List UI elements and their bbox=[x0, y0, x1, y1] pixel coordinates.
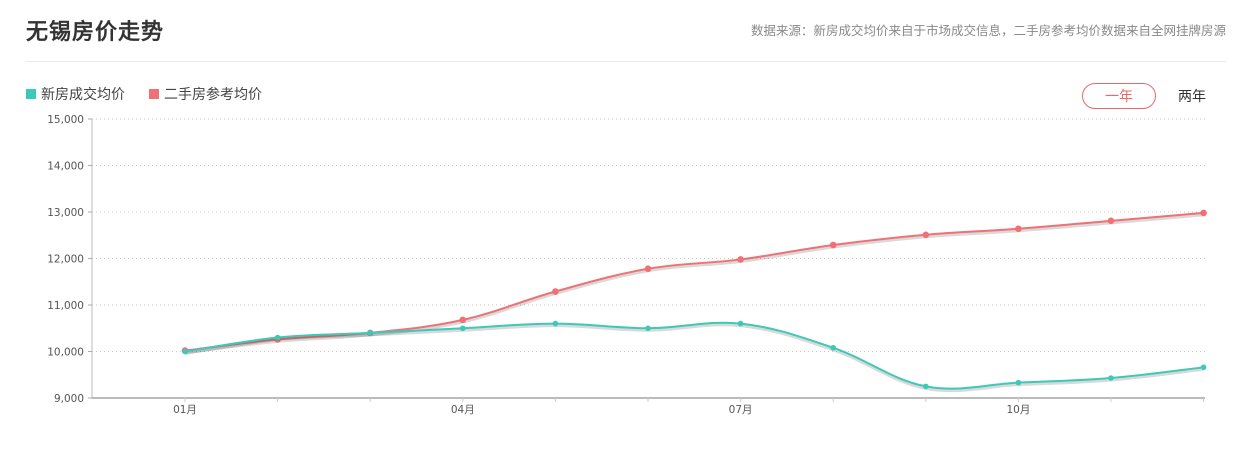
data-point[interactable] bbox=[459, 316, 467, 324]
y-tick-label: 15,000 bbox=[47, 114, 84, 126]
x-tick-label: 04月 bbox=[451, 404, 475, 416]
x-tick-label: 10月 bbox=[1006, 404, 1030, 416]
data-point[interactable] bbox=[274, 334, 281, 341]
data-point[interactable] bbox=[923, 383, 929, 390]
data-point[interactable] bbox=[737, 320, 744, 327]
series-new-house bbox=[182, 320, 1207, 393]
y-tick-label: 11,000 bbox=[47, 300, 84, 312]
page-title: 无锡房价走势 bbox=[26, 20, 165, 45]
data-point[interactable] bbox=[367, 330, 374, 336]
data-point[interactable] bbox=[645, 325, 651, 332]
divider bbox=[26, 61, 1226, 62]
legend-label: 二手房参考均价 bbox=[164, 87, 262, 103]
y-tick-label: 12,000 bbox=[47, 254, 84, 266]
data-point[interactable] bbox=[460, 325, 466, 332]
data-point[interactable] bbox=[182, 348, 188, 355]
range-toggle: 一年 两年 bbox=[1082, 83, 1206, 109]
data-point[interactable] bbox=[1107, 217, 1115, 225]
legend-item-second-hand[interactable]: 二手房参考均价 bbox=[149, 84, 262, 104]
series-second-hand bbox=[181, 209, 1207, 355]
data-point[interactable] bbox=[552, 288, 559, 295]
data-point[interactable] bbox=[922, 231, 930, 239]
y-tick-label: 13,000 bbox=[47, 207, 84, 219]
data-point[interactable] bbox=[829, 241, 837, 249]
y-tick-label: 9,000 bbox=[54, 393, 84, 405]
data-point[interactable] bbox=[1200, 364, 1207, 371]
legend-item-new-house[interactable]: 新房成交均价 bbox=[26, 84, 125, 104]
data-point[interactable] bbox=[737, 256, 744, 263]
data-point[interactable] bbox=[1200, 209, 1207, 217]
data-point[interactable] bbox=[1015, 379, 1022, 386]
range-two-year-button[interactable]: 两年 bbox=[1178, 89, 1206, 105]
chart-legend: 新房成交均价 二手房参考均价 bbox=[26, 84, 262, 104]
data-point[interactable] bbox=[644, 265, 652, 273]
x-tick-label: 01月 bbox=[173, 404, 197, 416]
range-one-year-button[interactable]: 一年 bbox=[1082, 83, 1156, 109]
legend-swatch-icon bbox=[149, 89, 159, 99]
data-source-note: 数据来源：新房成交均价来自于市场成交信息，二手房参考均价数据来自全网挂牌房源 bbox=[750, 23, 1226, 38]
y-tick-label: 10,000 bbox=[47, 347, 84, 359]
y-tick-label: 14,000 bbox=[47, 161, 84, 173]
x-tick-label: 07月 bbox=[729, 404, 753, 416]
legend-swatch-icon bbox=[26, 89, 36, 99]
legend-label: 新房成交均价 bbox=[41, 87, 125, 103]
data-point[interactable] bbox=[552, 320, 559, 327]
data-point[interactable] bbox=[830, 344, 836, 351]
data-point[interactable] bbox=[1015, 225, 1022, 233]
data-point[interactable] bbox=[1108, 375, 1114, 381]
